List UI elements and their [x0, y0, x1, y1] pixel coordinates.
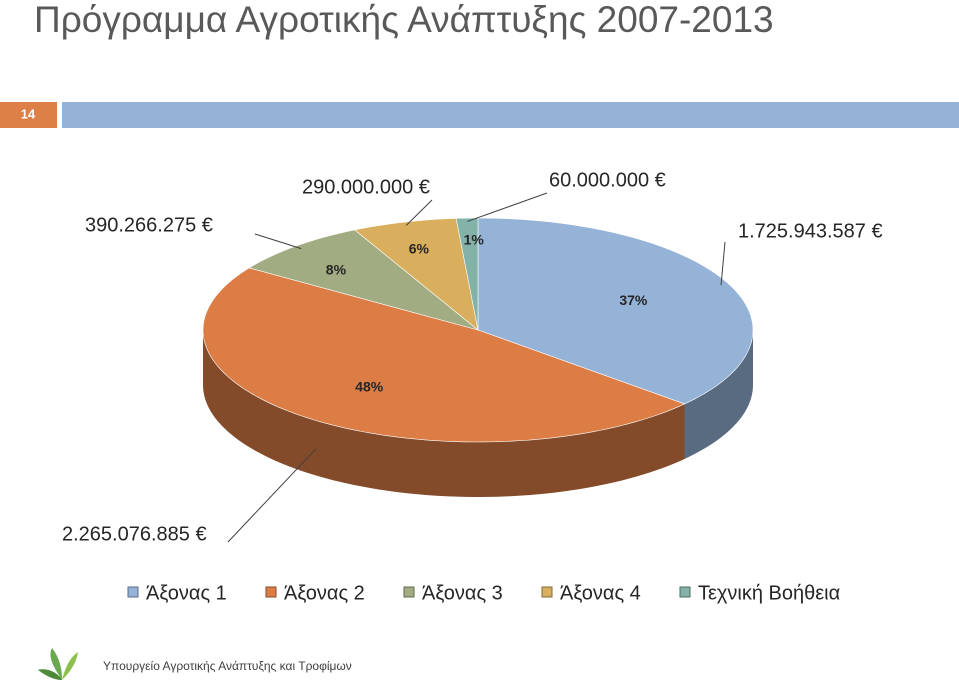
- legend-swatch: [679, 586, 691, 598]
- slide-title: Πρόγραμμα Αγροτικής Ανάπτυξης 2007-2013: [34, 0, 774, 40]
- leader-line: [227, 448, 316, 543]
- leader-line: [720, 241, 726, 286]
- value-label: 2.265.076.885 €: [62, 523, 207, 545]
- percent-label: 48%: [355, 378, 384, 394]
- number-box: [0, 102, 57, 128]
- legend-swatch: [127, 586, 139, 598]
- value-label: 390.266.275 €: [85, 214, 213, 236]
- chart: 37% 48% 8% 6% 1% 1.725.943.587 € 2.265.076.885…: [62, 169, 883, 604]
- legend-swatch: [265, 586, 277, 598]
- slice-side: [684, 330, 753, 459]
- percent-label: 1%: [464, 232, 485, 248]
- leader-line: [405, 199, 433, 226]
- legend-label: Άξονας 2: [284, 582, 365, 604]
- value-label: 1.725.943.587 €: [738, 220, 883, 242]
- slide-number: 14: [21, 106, 36, 121]
- percent-label: 6%: [409, 240, 430, 256]
- legend-swatch: [541, 586, 553, 598]
- slice-side: [203, 330, 685, 497]
- leader-line: [467, 192, 548, 222]
- value-label: 290.000.000 €: [302, 176, 430, 198]
- footer: Υπουργείο Αγροτικής Ανάπτυξης και Τροφίμ…: [103, 659, 352, 673]
- legend-label: Άξονας 3: [422, 582, 503, 604]
- slice: [248, 229, 479, 331]
- legend-label: Άξονας 4: [560, 582, 641, 604]
- value-label: 60.000.000 €: [549, 169, 666, 191]
- legend-label: Τεχνική Βοήθεια: [698, 582, 840, 604]
- percent-label: 37%: [619, 292, 648, 308]
- slice: [455, 217, 479, 331]
- logo: [38, 648, 78, 680]
- leader-line: [254, 233, 302, 250]
- slice: [477, 217, 754, 405]
- legend-label: Άξονας 1: [146, 582, 227, 604]
- slice: [354, 218, 479, 331]
- slice: [202, 267, 686, 443]
- legend-swatch: [403, 586, 415, 598]
- percent-label: 8%: [326, 261, 347, 277]
- header-bar: [62, 102, 959, 128]
